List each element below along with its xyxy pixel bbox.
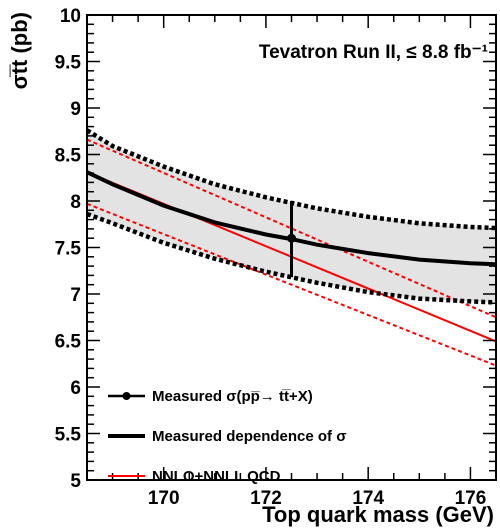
x-axis-label: Top quark mass (GeV): [262, 502, 494, 527]
y-tick-label: 9.5: [55, 53, 82, 74]
y-tick-label: 10: [60, 6, 81, 27]
legend-marker-measured-point: [122, 392, 131, 400]
y-tick-label: 7: [70, 285, 81, 306]
y-tick-label: 9: [70, 99, 81, 120]
y-tick-label: 5.5: [55, 425, 82, 446]
y-axis-label: σt̅t (pb): [7, 12, 32, 89]
legend-label-theory: NNLO+NNLL QCD: [152, 468, 281, 485]
ticks-layer: 170 172 174 176 5 5.5 6 6.5 7 7.5 8 8.5 9 9.5 10: [55, 6, 496, 509]
x-tick-label: 172: [250, 488, 282, 509]
legend-label-measured: Measured σ(pp̅→ tt̅+X): [152, 388, 313, 405]
y-tick-label: 8: [70, 192, 81, 213]
x-tick-label: 174: [352, 488, 384, 509]
y-tick-label: 8.5: [55, 146, 82, 167]
y-tick-label: 6: [70, 378, 81, 399]
series-line-theory-band-upper: [86, 138, 497, 319]
series-line-uncertainty-band-lower: [86, 211, 497, 305]
x-tick-label: 170: [148, 488, 180, 509]
chart-annotation: Tevatron Run II, ≤ 8.8 fb⁻¹: [259, 42, 488, 63]
legend-label-dependence: Measured dependence of σ: [152, 428, 346, 445]
x-tick-label: 176: [455, 488, 487, 509]
legend: Measured σ(pp̅→ tt̅+X) Measured dependen…: [108, 388, 346, 485]
y-tick-label: 7.5: [55, 239, 82, 260]
series-line-theory-band-lower: [86, 202, 497, 367]
measurement-point: [287, 233, 296, 243]
y-tick-label: 5: [70, 471, 81, 492]
measurement-layer: [287, 201, 296, 278]
y-tick-label: 6.5: [55, 332, 82, 353]
